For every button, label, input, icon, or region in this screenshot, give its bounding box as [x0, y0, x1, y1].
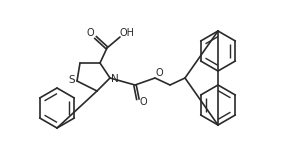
Text: O: O: [86, 28, 94, 38]
Text: N: N: [111, 74, 119, 84]
Text: S: S: [69, 75, 75, 85]
Text: OH: OH: [120, 28, 134, 38]
Text: O: O: [139, 97, 147, 107]
Text: O: O: [155, 68, 163, 78]
